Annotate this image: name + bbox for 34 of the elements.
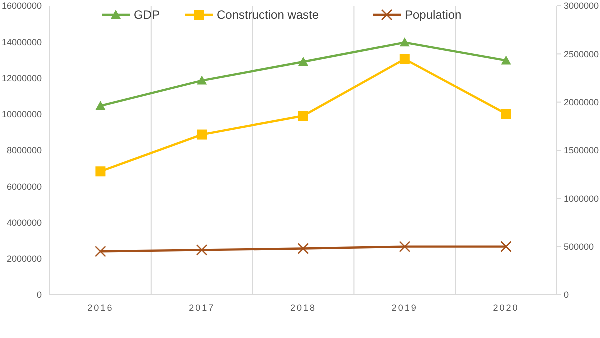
point <box>501 56 512 65</box>
y-tick-label: 12000000 <box>2 73 42 84</box>
y-tick-label: 14000000 <box>2 37 42 48</box>
y2-tick-label: 0 <box>564 290 570 300</box>
x-tick-label: 2016 <box>88 303 114 313</box>
point <box>197 130 208 140</box>
y2-tick-label: 3000000 <box>564 1 600 12</box>
y2-tick-label: 2500000 <box>564 49 600 60</box>
y2-tick-label: 500000 <box>564 242 594 252</box>
y-tick-label: 4000000 <box>6 218 42 228</box>
legend-label: GDP <box>134 8 160 22</box>
y-tick-label: 10000000 <box>2 110 42 120</box>
point <box>501 109 512 120</box>
point <box>96 101 106 110</box>
y-tick-label: 8000000 <box>6 146 42 156</box>
y-tick-label: 2000000 <box>6 254 42 264</box>
legend-label: Construction waste <box>217 8 320 22</box>
point <box>400 38 410 47</box>
y2-tick-label: 2000000 <box>564 97 600 108</box>
y-tick-label: 16000000 <box>2 1 42 12</box>
point <box>400 54 410 64</box>
x-tick-label: 2019 <box>392 303 418 313</box>
y-tick-label: 0 <box>36 290 42 300</box>
point <box>298 56 308 66</box>
y2-tick-label: 1000000 <box>564 194 600 204</box>
y2-tick-label: 1500000 <box>564 146 600 156</box>
y-tick-label: 6000000 <box>6 182 42 192</box>
x-tick-label: 2018 <box>290 303 317 313</box>
point <box>298 111 308 121</box>
x-tick-label: 2017 <box>189 303 216 313</box>
point <box>197 76 208 85</box>
legend-label: Population <box>405 8 462 22</box>
point <box>96 166 106 177</box>
x-tick-label: 2020 <box>493 303 520 313</box>
